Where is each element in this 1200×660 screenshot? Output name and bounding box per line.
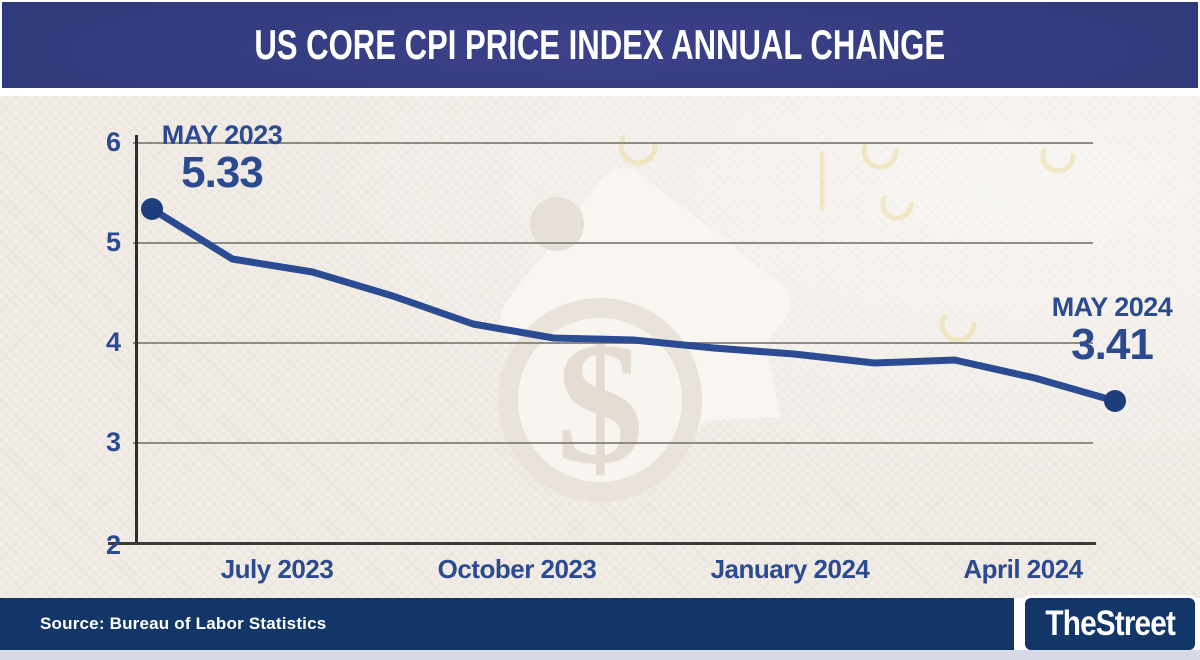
y-tick-4: 4 — [105, 327, 121, 357]
y-axis-line — [135, 135, 138, 545]
endpoint-marker — [1104, 390, 1126, 412]
gridline-5 — [133, 242, 1093, 244]
source-credit: Source: Bureau of Labor Statistics — [40, 614, 327, 633]
y-tick-5: 5 — [105, 227, 121, 257]
gridline-4 — [133, 342, 1093, 344]
endpoint-marker — [141, 198, 163, 220]
annotation-end-value: 3.41 — [1071, 320, 1154, 369]
thestreet-logo: TheStreet — [1022, 595, 1198, 653]
annotation-end-label: MAY 2024 — [1051, 292, 1173, 322]
x-tick-april-2024: April 2024 — [963, 554, 1083, 584]
annotation-start-value: 5.33 — [181, 148, 264, 197]
header-bar: US CORE CPI PRICE INDEX ANNUAL CHANGE — [2, 2, 1198, 88]
decorative-arcs — [618, 126, 1076, 343]
annotation-end: MAY 2024 3.41 — [1052, 292, 1173, 368]
dollar-circle — [498, 298, 702, 502]
x-tick-july-2023: July 2023 — [220, 554, 334, 584]
gridline-6 — [133, 142, 1093, 144]
price-tag-dollar-icon: $ — [498, 126, 1076, 502]
page-title: US CORE CPI PRICE INDEX ANNUAL CHANGE — [254, 21, 946, 68]
annotation-start-label: MAY 2023 — [161, 120, 283, 150]
y-tick-6: 6 — [105, 127, 121, 157]
tag-hole — [530, 197, 584, 251]
x-tick-january-2024: January 2024 — [710, 554, 870, 584]
gridline-3 — [133, 442, 1093, 444]
footer-bar: Source: Bureau of Labor Statistics — [0, 598, 1014, 650]
annotation-start: MAY 2023 5.33 — [162, 120, 283, 196]
bottom-strip — [0, 650, 1200, 660]
y-tick-3: 3 — [105, 427, 121, 457]
y-tick-2: 2 — [105, 530, 121, 560]
chart-area: $ 6 5 4 3 2 July 2023 October 2023 Janua… — [0, 96, 1200, 598]
cpi-line-svg — [141, 198, 1126, 412]
x-tick-october-2023: October 2023 — [437, 554, 597, 584]
x-axis-line — [108, 542, 1096, 545]
thestreet-logo-text: TheStreet — [1045, 604, 1175, 643]
